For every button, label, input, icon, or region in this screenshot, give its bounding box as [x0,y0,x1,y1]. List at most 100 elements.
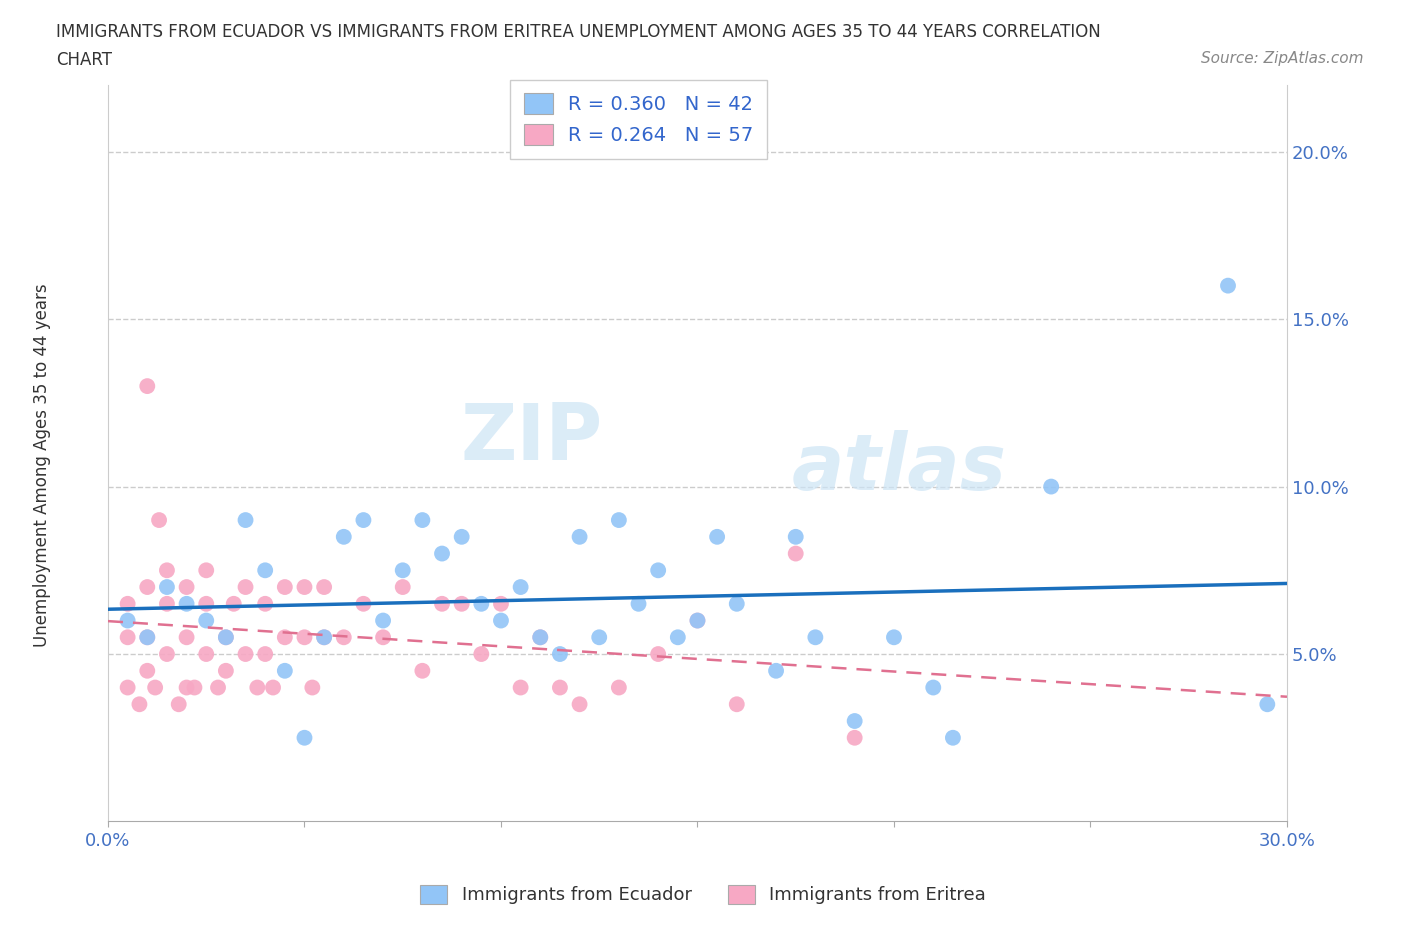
Point [509,579,531,594]
Point [647,563,669,578]
Point [607,512,630,527]
Point [176,596,198,611]
Point [274,663,297,678]
Text: ZIP: ZIP [461,400,603,476]
Point [148,512,170,527]
Point [301,680,323,695]
Point [450,596,472,611]
Point [215,630,238,644]
Point [274,579,297,594]
Point [136,579,159,594]
Point [666,630,689,644]
Point [195,596,218,611]
Point [922,680,945,695]
Legend: R = 0.360   N = 42, R = 0.264   N = 57: R = 0.360 N = 42, R = 0.264 N = 57 [510,80,768,159]
Point [117,613,139,628]
Point [844,713,866,728]
Point [627,596,650,611]
Point [785,529,807,544]
Point [294,630,316,644]
Point [371,613,394,628]
Point [254,646,277,661]
Point [333,529,356,544]
Legend: Immigrants from Ecuador, Immigrants from Eritrea: Immigrants from Ecuador, Immigrants from… [413,878,993,911]
Point [548,680,571,695]
Point [176,579,198,594]
Point [686,613,709,628]
Point [143,680,166,695]
Point [371,630,394,644]
Point [588,630,610,644]
Point [568,529,591,544]
Point [725,596,748,611]
Point [235,646,257,661]
Point [352,512,374,527]
Point [1040,479,1063,494]
Point [391,579,413,594]
Point [430,596,453,611]
Point [136,663,159,678]
Point [207,680,229,695]
Point [314,630,336,644]
Text: atlas: atlas [792,430,1007,506]
Point [222,596,245,611]
Point [568,697,591,711]
Point [529,630,551,644]
Point [176,630,198,644]
Point [246,680,269,695]
Text: IMMIGRANTS FROM ECUADOR VS IMMIGRANTS FROM ERITREA UNEMPLOYMENT AMONG AGES 35 TO: IMMIGRANTS FROM ECUADOR VS IMMIGRANTS FR… [56,23,1101,41]
Point [262,680,284,695]
Point [844,730,866,745]
Point [254,596,277,611]
Point [156,579,179,594]
Point [156,563,179,578]
Point [117,680,139,695]
Point [215,630,238,644]
Point [352,596,374,611]
Point [765,663,787,678]
Point [314,579,336,594]
Text: Unemployment Among Ages 35 to 44 years: Unemployment Among Ages 35 to 44 years [34,284,51,646]
Point [274,630,297,644]
Point [117,630,139,644]
Point [450,529,472,544]
Point [156,646,179,661]
Point [470,646,492,661]
Point [1256,697,1278,711]
Point [167,697,190,711]
Point [509,680,531,695]
Point [156,596,179,611]
Point [333,630,356,644]
Point [686,613,709,628]
Point [136,630,159,644]
Point [294,579,316,594]
Point [235,579,257,594]
Point [183,680,205,695]
Point [136,630,159,644]
Point [942,730,965,745]
Point [430,546,453,561]
Point [411,512,433,527]
Point [195,646,218,661]
Point [647,646,669,661]
Point [548,646,571,661]
Point [470,596,492,611]
Text: CHART: CHART [56,51,112,69]
Point [176,680,198,695]
Point [195,613,218,628]
Point [725,697,748,711]
Point [411,663,433,678]
Point [489,596,512,611]
Point [529,630,551,644]
Point [314,630,336,644]
Point [117,596,139,611]
Point [254,563,277,578]
Point [1216,278,1239,293]
Point [607,680,630,695]
Point [195,563,218,578]
Point [489,613,512,628]
Point [128,697,150,711]
Point [785,546,807,561]
Point [883,630,905,644]
Point [235,512,257,527]
